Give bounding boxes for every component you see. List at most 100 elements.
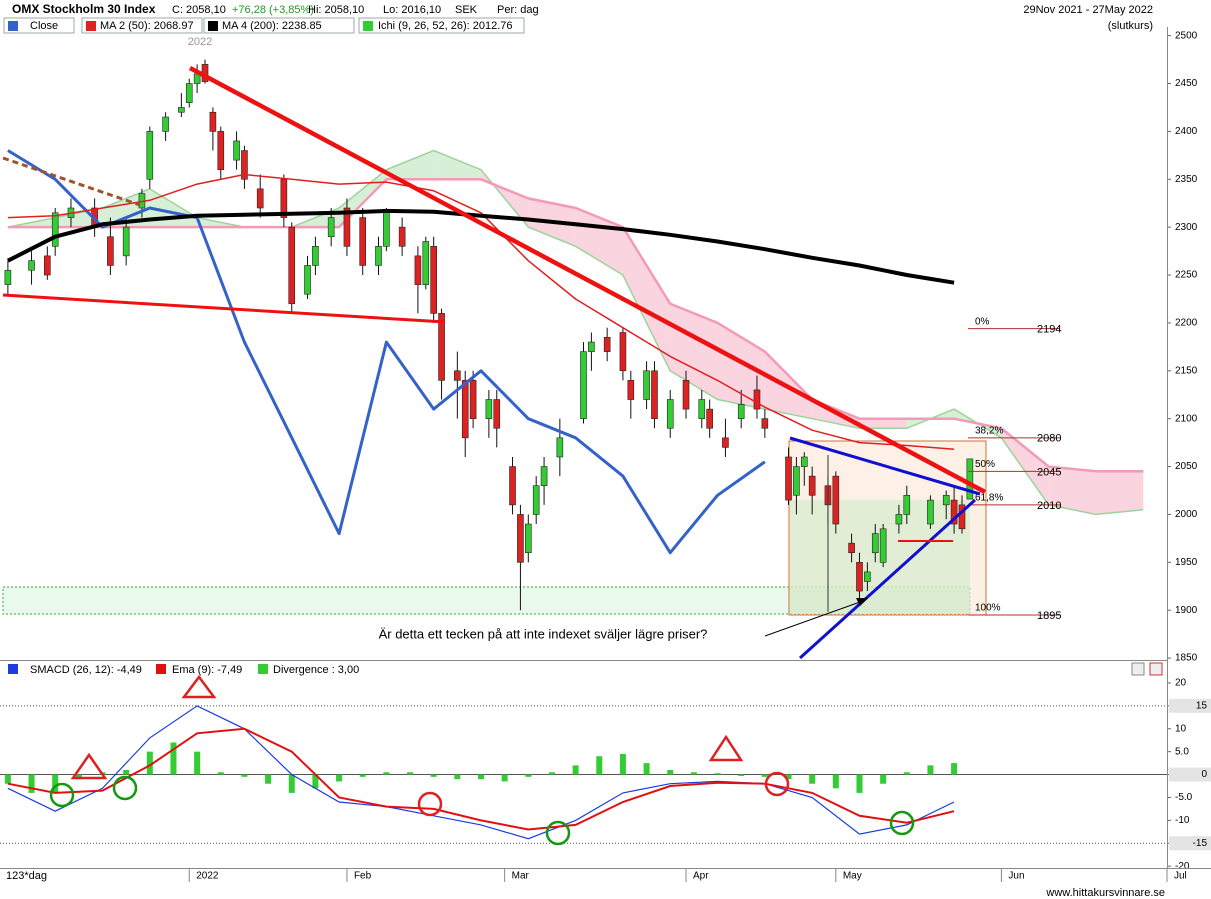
candle-body (761, 418, 769, 429)
divergence-bar (761, 774, 768, 777)
x-tick-label: Mar (512, 871, 530, 882)
close-button[interactable] (1149, 662, 1163, 676)
candle-body (461, 380, 469, 439)
candle-body (217, 131, 225, 170)
fib-label: 38,2% (975, 425, 1003, 436)
y-tick-label: 2500 (1175, 30, 1198, 41)
candle-body (44, 255, 51, 276)
zoom-button[interactable] (1131, 662, 1145, 676)
candle-body (848, 542, 855, 554)
candle-body (808, 475, 816, 496)
candle-body (280, 178, 288, 218)
candle-body (903, 494, 911, 515)
fib-value: 2080 (1037, 433, 1061, 445)
divergence-bar (525, 774, 532, 777)
cloud-segment (622, 227, 671, 371)
divergence-bar (288, 774, 295, 793)
divergence-bar (241, 774, 248, 777)
indicator-plot: 20 15 10 5.0 0 -5.0 -10 -15 -20 2022 Feb Mar Apr May J… (0, 678, 1211, 882)
divergence-bar (28, 774, 35, 793)
candle-body (454, 370, 461, 381)
candle-body (927, 499, 934, 525)
cloud-segment (433, 150, 481, 180)
trend-line (2, 293, 446, 324)
legend-item[interactable] (81, 17, 203, 34)
cloud-segment (55, 207, 103, 228)
change: +76,28 (+3,85%) (232, 4, 314, 16)
candle-body (288, 226, 296, 305)
divergence-bar (4, 774, 11, 784)
y-tick-label: 2350 (1175, 174, 1198, 185)
candle-body (737, 404, 745, 419)
candle-body (178, 107, 185, 113)
candle-body (493, 399, 501, 429)
fib-label: 50% (975, 459, 995, 470)
candle-body (469, 380, 477, 419)
y-tick-label: 10 (1175, 723, 1187, 734)
divergence-bar (619, 753, 626, 775)
warning-triangle (70, 752, 108, 780)
divergence-bar (359, 774, 366, 777)
y-tick-label: 1950 (1175, 557, 1198, 568)
legend-item[interactable] (3, 17, 75, 34)
candle-body (414, 255, 422, 285)
divergence-bar (336, 774, 343, 782)
y-tick-label: 2300 (1175, 222, 1198, 233)
divergence-bar (312, 774, 319, 789)
main-plot: 0% 2194 38,2% 2080 50% 2045 61,8% 2010 100% 1895 1… (4, 30, 1198, 674)
legend-label: Ema (9): -7,49 (172, 664, 242, 676)
divergence-bar (738, 774, 745, 776)
annotation: Är detta ett tecken på att inte indexet … (379, 626, 708, 641)
candle-body (509, 466, 516, 506)
candle-body (532, 485, 540, 515)
cloud-span-b (7, 178, 1144, 473)
candle-body (942, 494, 950, 506)
candle-body (185, 83, 193, 103)
quote: C: 2058,10 (172, 4, 226, 16)
currency: SEK (455, 4, 478, 16)
candle-body (241, 150, 248, 180)
divergence-bar (832, 774, 839, 789)
high: Hi: 2058,10 (308, 4, 364, 16)
triangle-line (798, 498, 977, 660)
legend-swatch (156, 664, 166, 674)
legend-item[interactable] (358, 17, 525, 34)
chart-title: OMX Stockholm 30 Index (12, 2, 156, 16)
y-tick-label: 5.0 (1175, 746, 1189, 757)
legend: Close MA 2 (50): 2068.97 MA 4 (200): 223… (3, 17, 525, 34)
y-tick-label: 2000 (1175, 509, 1198, 520)
sub-legend-bar (0, 661, 1211, 677)
candle-body (871, 533, 879, 554)
y-tick-label: 2200 (1175, 318, 1198, 329)
cloud-segment (1096, 471, 1144, 515)
legend-swatch (86, 21, 96, 31)
divergence-bar (123, 769, 130, 775)
candle-body (580, 351, 587, 419)
divergence-bar (667, 769, 674, 775)
candle-body (398, 226, 406, 247)
trend-line (2, 156, 141, 207)
legend-label: Divergence : 3,00 (273, 664, 359, 676)
divergence-bar (265, 774, 272, 784)
divergence-bar (880, 774, 887, 784)
divergence-bar (383, 772, 390, 775)
candle-body (588, 341, 595, 352)
period-label: 123*dag (6, 870, 47, 882)
divergence-bar (454, 774, 461, 780)
divergence-bar (217, 772, 224, 775)
legend-item[interactable] (203, 17, 355, 34)
fib-value: 2045 (1037, 466, 1061, 478)
panel-divider (0, 660, 1167, 661)
candle-body (162, 116, 169, 132)
candle-body (28, 260, 35, 271)
axis-line (1167, 27, 1168, 868)
cloud-segment (859, 418, 907, 429)
fib-label: 61,8% (975, 493, 1003, 504)
candle-body (643, 370, 650, 400)
y-tick-label: 1900 (1175, 605, 1198, 616)
candle-body (343, 207, 351, 247)
buy-signal (49, 782, 75, 808)
warning-triangle (708, 734, 744, 762)
x-tick-label: May (843, 871, 862, 882)
